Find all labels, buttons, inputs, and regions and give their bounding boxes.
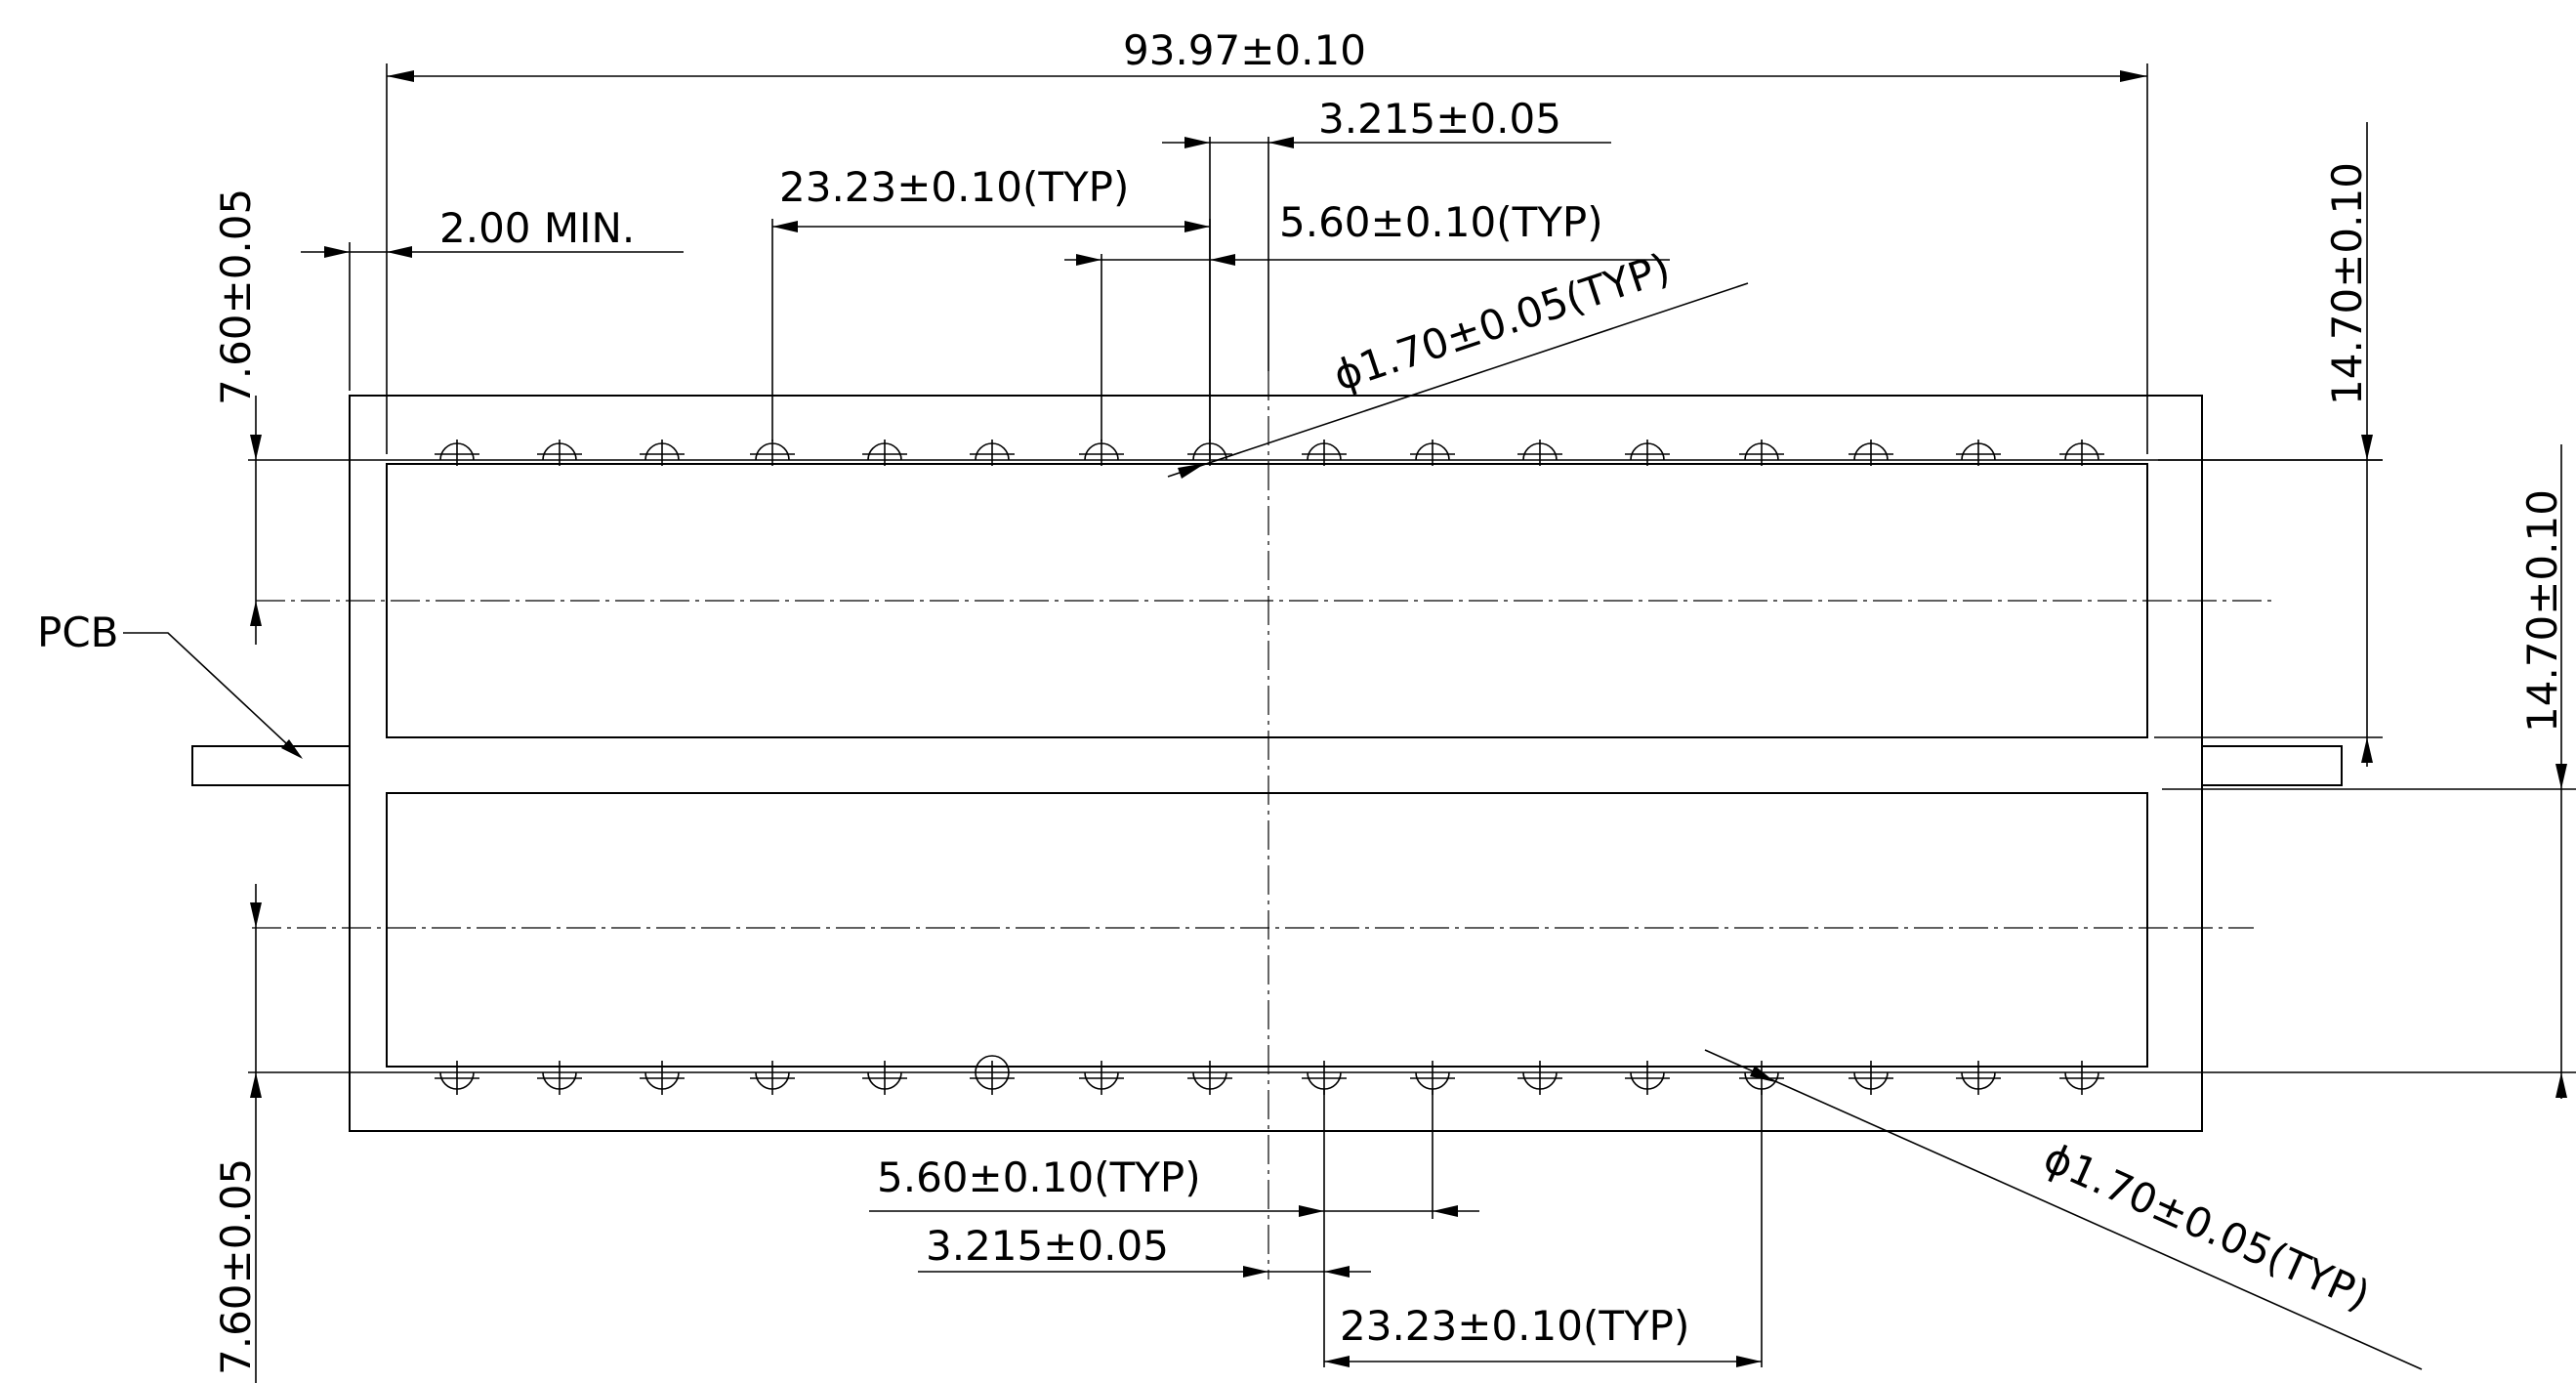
top-pin	[435, 440, 479, 466]
min-edge-label: 2.00 MIN.	[439, 204, 635, 252]
outer-housing	[349, 395, 2203, 1132]
bottom-pin	[537, 1061, 582, 1095]
right-height-label-a: 14.70±0.10	[2323, 162, 2371, 405]
left-bottom-height-label: 7.60±0.05	[212, 1158, 260, 1375]
hole-dia-label-top: ϕ1.70±0.05(TYP)	[1328, 244, 1676, 400]
bottom-pin-row	[435, 1055, 2104, 1095]
right-height-label-b: 14.70±0.10	[2518, 489, 2566, 733]
bottom-pin	[750, 1061, 795, 1095]
top-pin	[1956, 440, 2001, 466]
bottom-pin	[435, 1061, 479, 1095]
top-pin	[2059, 440, 2104, 466]
left-top-height-label: 7.60±0.05	[212, 189, 260, 405]
pcb-label: PCB	[37, 608, 118, 656]
top-pin	[1517, 440, 1562, 466]
bottom-pin	[1625, 1061, 1670, 1095]
bottom-pin	[2059, 1061, 2104, 1095]
top-pin	[970, 440, 1015, 466]
bottom-pin	[970, 1055, 1015, 1095]
pcb-leader	[123, 632, 302, 758]
bottom-pin	[1079, 1061, 1124, 1095]
hole-dia-leader-top	[1167, 282, 1749, 478]
top-pin	[862, 440, 907, 466]
pcb-tab-left	[191, 745, 351, 786]
top-pin-row	[435, 440, 2104, 466]
top-pin	[1410, 440, 1455, 466]
top-pin	[537, 440, 582, 466]
group-pitch-label-top: 23.23±0.10(TYP)	[779, 163, 1129, 211]
top-pin	[1849, 440, 1893, 466]
pcb-tab-right	[2201, 745, 2343, 786]
pin-pitch-label-top: 5.60±0.10(TYP)	[1279, 198, 1603, 246]
overall-length-label: 93.97±0.10	[1123, 26, 1366, 74]
offset-label-top: 3.215±0.05	[1318, 95, 1561, 143]
hole-dia-label-bottom: ϕ1.70±0.05(TYP)	[2037, 1133, 2377, 1320]
top-pin	[1739, 440, 1784, 466]
top-pin	[1079, 440, 1124, 466]
bottom-pin	[1956, 1061, 2001, 1095]
bottom-pin	[1187, 1061, 1232, 1095]
bottom-pin	[1517, 1061, 1562, 1095]
top-pin	[750, 440, 795, 466]
group-pitch-label-bottom: 23.23±0.10(TYP)	[1340, 1302, 1689, 1350]
bottom-pin	[1849, 1061, 1893, 1095]
bottom-pin	[862, 1061, 907, 1095]
hole-dia-leader-bottom	[1704, 1049, 2423, 1370]
lower-slot	[386, 792, 2148, 1068]
top-pin	[1625, 440, 1670, 466]
pin-pitch-label-bottom: 5.60±0.10(TYP)	[877, 1153, 1201, 1201]
top-pin	[1302, 440, 1347, 466]
bottom-pin	[640, 1061, 685, 1095]
top-pin	[640, 440, 685, 466]
offset-label-bottom: 3.215±0.05	[926, 1222, 1169, 1270]
